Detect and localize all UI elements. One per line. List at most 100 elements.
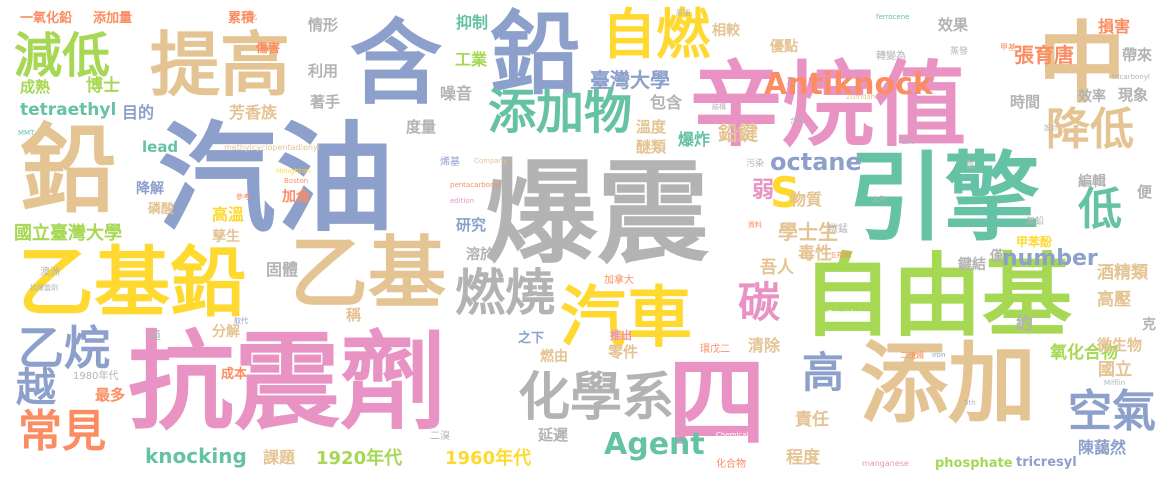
word-keti: 課題 [263,448,296,467]
word-wutangtie: 五羰鐵 [830,251,851,259]
word-yiyanghuaqian: 一氧化鉛 [20,11,73,26]
word-lead: lead [142,138,179,156]
word-bian: 便 [1137,183,1153,201]
word-zhengfa: 蒸發 [950,47,969,57]
word-kangzhenji: 抗震劑 [128,321,446,444]
word-xiji: 烯基 [440,157,460,168]
word-weishengwu: 微生物 [1097,336,1143,354]
word-duliang: 度量 [406,118,437,136]
word-huanwuer: 環戊二 [700,344,730,355]
word-xiaoguo: 效果 [938,16,969,34]
word-octane: octane [770,148,862,176]
word-di: 低 [1078,184,1122,235]
word-tianjia: 添加 [860,332,1037,435]
word-tianjialiang: 添加量 [93,11,133,26]
word-ji: 極 [150,329,161,342]
word-yanjiu: 研究 [456,216,487,234]
word-jialun: 加侖 [282,189,310,205]
word-jiangdi: 降低 [1046,104,1134,155]
word-tuichu: 推出 [610,329,632,342]
word-han: 含 [350,10,443,117]
word-xiangjiao: 相較 [712,23,740,39]
word-guti: 固體 [266,260,299,279]
word-tigao: 提高 [150,24,290,106]
word-erxiu: 二溴 [430,431,450,442]
word-tw-univ: 臺灣大學 [590,68,670,92]
word-ruo: 弱 [752,178,775,203]
word-manganese: manganese [862,459,909,468]
word-chemical: Chemical [716,431,749,439]
word-yizhi: 抑制 [456,13,489,32]
word-zhuoshou: 著手 [310,93,341,111]
word-qian-top: 鉛 [490,2,580,107]
word-qian-big: 鉛 [20,114,116,226]
word-duxing: 毒性 [798,244,832,264]
word-jianjie: 鍵結 [958,257,986,273]
word-lingjian: 零件 [608,343,639,361]
word-jiujinglei: 酒精類 [1097,263,1148,283]
word-1920s: 1920年代 [316,448,403,469]
word-yue: 越 [16,365,56,411]
word-jiabenfen: 甲苯酚 [1016,235,1053,249]
word-tangmeng: 羰錳 [828,224,848,235]
word-yanchi: 延遲 [538,426,569,444]
word-zumdahl: Zumdahl [846,93,878,101]
word-huahewu: 化合物 [716,459,746,470]
word-houghton: Houghton [276,167,311,175]
word-lv: 氯 [966,161,976,171]
word-shijian: 時間 [1010,93,1041,111]
word-company: Company [474,157,508,165]
word-sunhai: 損害 [1098,17,1131,36]
word-phosphate: phosphate [935,456,1013,471]
word-s: S [770,168,801,217]
word-jiangjie: 降解 [136,181,164,197]
word-zhuanbianwei: 轉變為 [876,51,906,62]
word-ermaotie: 二茂鐵 [900,351,924,360]
word-wuqian: 無鉛 [1026,217,1045,227]
word-jianada: 加拿大 [604,275,634,286]
word-chengshu: 成熟 [20,78,51,96]
word-qudai: 取代 [234,317,248,325]
word-number: number [1002,246,1098,271]
word-yanghuahewu: 氧化合物 [1050,343,1118,363]
word-qianjian: 鉛鍵 [718,121,758,145]
word-wuzhi: 物質 [790,190,823,209]
word-tricarbonyl: tricarbonyl [1112,73,1150,81]
word-xiaolv: 效率 [1078,89,1106,105]
word-gaowen: 高溫 [212,205,245,224]
word-iron: iron [932,351,946,359]
word-shanghai: 傷害 [256,41,281,55]
word-jiegou: 結構 [712,103,726,111]
word-cankao: 參考 [236,193,250,201]
word-tetraethyl: tetraethyl [20,100,117,120]
word-chengben: 成本 [221,367,248,382]
word-ziyouji: 自由基 [802,244,1072,349]
word-mudi: 目的 [122,103,155,122]
word-yiji: 乙基 [290,229,447,319]
word-yiwan: 乙烷 [18,321,110,375]
word-changjian: 常見 [18,406,106,457]
word-kangbaozhenji: 抗爆震劑 [30,284,58,292]
word-yue: 約 [1016,314,1033,334]
word-xinwanzhi: 辛烷值 [690,52,967,159]
word-baozhen: 爆震 [485,149,709,279]
word-laoshi: 老式 [900,137,914,145]
word-chengdu: 程度 [786,448,820,468]
word-agent: Agent [604,427,705,462]
word-gongye: 工業 [455,50,488,69]
word-yinqing: 引擎 [848,142,1040,254]
word-qiyou: 汽油 [158,110,395,248]
word-aozhou: 澳洲 [40,267,60,278]
word-youdian: 優點 [770,39,798,55]
word-gaoya: 高壓 [1097,290,1131,310]
word-ziliao: 資料 [748,221,762,229]
word-er: 二 [786,77,796,87]
word-zhiwai: 之外 [872,195,886,203]
word-wuren: 吾人 [760,258,794,278]
word-hua: 化 [250,13,257,21]
word-baozha: 爆炸 [678,130,711,149]
word-huaxuexi: 化學系 [518,368,675,428]
word-zhangyutang: 張育唐 [1014,43,1074,67]
word-zeren: 責任 [795,410,829,430]
word-principles: Principles [828,309,862,317]
